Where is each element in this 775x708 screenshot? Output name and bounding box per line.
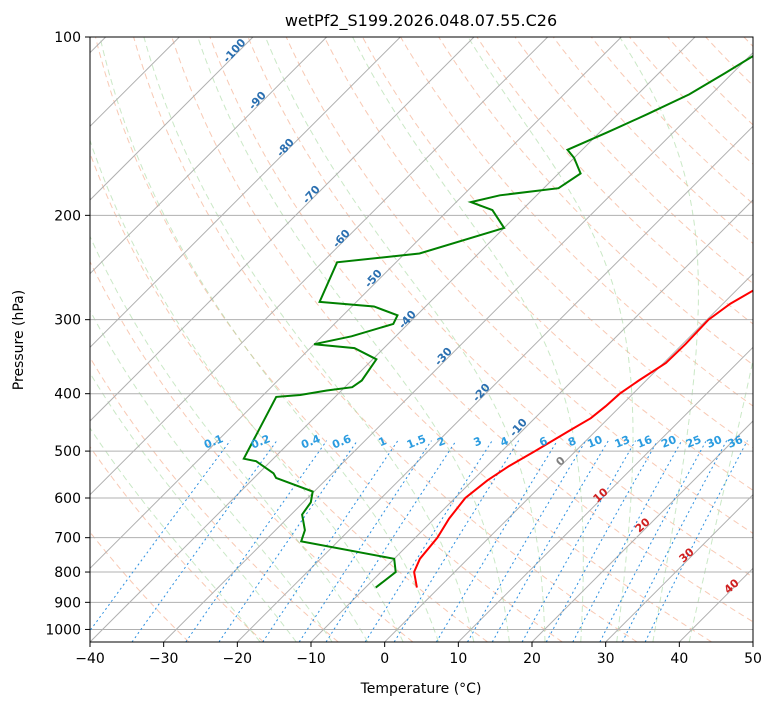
mixing-ratio-label: 16 — [635, 433, 654, 451]
mixing-ratio-label: 3 — [472, 434, 484, 449]
isotherm — [457, 346, 753, 642]
x-tick-label: −20 — [223, 651, 253, 667]
mixing-ratio-line — [90, 440, 231, 632]
isotherm — [90, 37, 401, 349]
axis-ticks: −40 −30 −20 −10 0 10 20 30 40 50 100 200 300 400 500 60… — [45, 30, 762, 667]
dry-adiabat — [769, 24, 775, 642]
moist-adiabat — [90, 309, 333, 642]
y-axis-label: Pressure (hPa) — [11, 290, 27, 390]
dry-adiabat — [171, 37, 712, 642]
isotherm — [605, 493, 753, 642]
mixing-ratio-label: 10 — [585, 433, 604, 451]
moist-adiabat — [90, 371, 297, 642]
x-tick-label: 30 — [597, 651, 615, 667]
mixing-ratio-line — [393, 440, 520, 642]
x-tick-label: −40 — [75, 651, 105, 667]
x-tick-label: 50 — [744, 651, 762, 667]
y-tick-label: 900 — [54, 595, 81, 611]
series-line-2 — [242, 54, 753, 589]
isotherm — [236, 125, 753, 642]
moist-adiabat — [90, 235, 369, 642]
mixing-ratio-line — [364, 440, 493, 642]
mixing-ratio-line — [325, 440, 457, 642]
mixing-ratio-label: 30 — [705, 433, 724, 451]
dry-adiabat — [209, 37, 753, 623]
dry-adiabat — [323, 37, 753, 491]
dry-adiabat — [400, 37, 753, 407]
moist-adiabat — [143, 37, 475, 642]
isotherm — [752, 641, 753, 642]
isotherm — [90, 37, 622, 570]
isotherm — [310, 199, 753, 642]
dry-adiabat — [90, 445, 264, 642]
dry-adiabat — [438, 37, 753, 366]
y-tick-label: 400 — [54, 387, 81, 403]
plot-frame — [89, 36, 754, 643]
mixing-ratio-label: 2 — [435, 434, 447, 449]
dry-adiabat — [94, 37, 563, 642]
dry-adiabat — [285, 37, 753, 534]
mixing-ratio-label: 20 — [659, 433, 678, 451]
isotherm — [531, 420, 753, 642]
mixing-ratio-line — [599, 440, 707, 642]
mixing-ratio-label: 25 — [684, 433, 703, 451]
y-tick-label: 300 — [54, 313, 81, 329]
moist-adiabat — [688, 357, 753, 642]
dry-adiabat — [247, 37, 753, 578]
series-layer — [242, 54, 753, 589]
x-tick-label: 0 — [380, 651, 389, 667]
dry-adiabat — [90, 260, 414, 642]
dry-adiabat — [361, 37, 753, 449]
chart-title: wetPf2_S199.2026.048.07.55.C26 — [285, 11, 557, 31]
y-tick-label: 1000 — [45, 622, 81, 638]
dry-adiabat — [133, 37, 638, 642]
x-tick-label: 10 — [449, 651, 467, 667]
mixing-ratio-line — [545, 440, 659, 642]
mixing-ratio-line — [621, 440, 728, 642]
y-tick-label: 600 — [54, 491, 81, 507]
x-tick-label: −10 — [296, 651, 326, 667]
dry-adiabat — [90, 151, 488, 642]
x-tick-label: 20 — [523, 651, 541, 667]
x-tick-label: −30 — [149, 651, 179, 667]
mixing-ratio-line — [435, 440, 558, 642]
isotherm — [90, 37, 549, 496]
mixing-ratio-line — [262, 440, 399, 642]
y-tick-label: 700 — [54, 531, 81, 547]
y-tick-label: 200 — [54, 208, 81, 224]
mixing-ratio-line — [298, 440, 432, 642]
isotherm — [90, 37, 328, 275]
moist-adiabat — [99, 37, 439, 642]
series-line-1 — [413, 289, 753, 588]
y-tick-label: 500 — [54, 444, 81, 460]
y-tick-label: 100 — [54, 30, 81, 46]
moist-adiabat — [619, 37, 699, 642]
mixing-ratio-line — [572, 440, 683, 642]
mixing-ratio-line — [644, 440, 748, 642]
plot-background — [90, 37, 753, 642]
mixing-ratio-label: 8 — [566, 434, 578, 449]
x-axis-label: Temperature (°C) — [360, 681, 482, 697]
y-tick-label: 800 — [54, 565, 81, 581]
isotherm — [90, 37, 254, 201]
isotherm — [384, 272, 753, 642]
mixing-ratio-label: 36 — [726, 433, 745, 451]
mixing-ratio-label: 13 — [613, 433, 632, 451]
isotherm — [90, 37, 475, 422]
isotherm — [163, 51, 753, 642]
mixing-ratio-label: 1 — [377, 434, 389, 449]
x-tick-label: 40 — [670, 651, 688, 667]
moist-adiabat — [90, 427, 261, 642]
mixing-ratio-line — [131, 440, 278, 642]
moist-adiabat — [264, 37, 546, 642]
moist-adiabat — [352, 37, 584, 642]
